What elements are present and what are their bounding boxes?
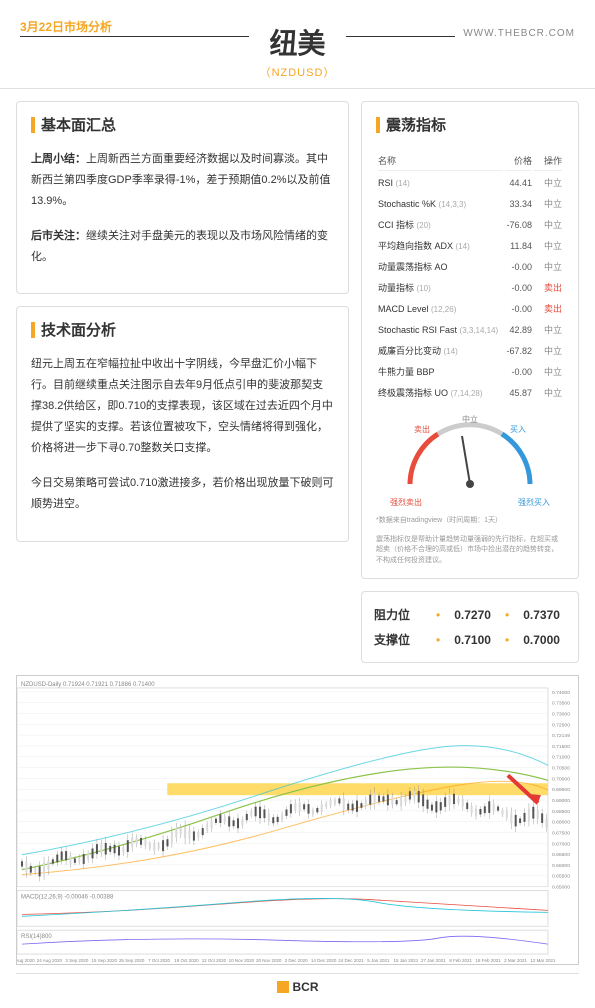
symbol-subtitle: （NZDUSD） (20, 64, 575, 80)
technical-p2: 今日交易策略可尝试0.710激进接多，若价格出现放量下破则可顺势进空。 (31, 473, 334, 515)
svg-text:5 Jan 2021: 5 Jan 2021 (367, 958, 390, 963)
col-price: 价格 (505, 151, 532, 171)
svg-text:24 Dec 2021: 24 Dec 2021 (338, 958, 364, 963)
oscillator-card: 震荡指标 名称 价格 操作 RSI (14)44.41中立 Stochastic … (361, 101, 579, 579)
svg-text:25 Sep 2020: 25 Sep 2020 (119, 958, 145, 963)
svg-text:0.72149: 0.72149 (552, 733, 570, 739)
page-title: 纽美 (20, 22, 575, 62)
technical-title: 技术面分析 (41, 319, 116, 340)
footer-logo: BCR (277, 980, 319, 994)
disclaimer-text: 震荡指标仅是帮助计量趋势动量强弱的先行指标，在超买或超卖（价格不合理的高或低）市… (376, 535, 564, 567)
resistance-row: 阻力位 •0.7270 •0.7370 (374, 602, 566, 627)
svg-text:12 Oct 2020: 12 Oct 2020 (202, 958, 227, 963)
table-row: RSI (14)44.41中立 (378, 173, 562, 192)
svg-text:0.71000: 0.71000 (552, 755, 570, 761)
svg-text:0.67000: 0.67000 (552, 841, 570, 847)
svg-text:24 Aug 2020: 24 Aug 2020 (37, 958, 63, 963)
levels-card: 阻力位 •0.7270 •0.7370 支撑位 •0.7100 •0.7000 (361, 591, 579, 663)
svg-text:14 Dec 2020: 14 Dec 2020 (311, 958, 337, 963)
table-row: Stochastic %K (14,3,3)33.34中立 (378, 194, 562, 213)
svg-text:卖出: 卖出 (414, 424, 430, 434)
svg-text:0.65000: 0.65000 (552, 885, 570, 891)
gauge-strong-buy: 强烈买入 (518, 497, 550, 508)
price-chart: NZDUSD-Daily 0.71924 0.71921 0.71886 0.7… (16, 675, 579, 965)
svg-text:0.67500: 0.67500 (552, 830, 570, 836)
svg-text:15 Sep 2020: 15 Sep 2020 (92, 958, 118, 963)
table-row: 动量震荡指标 AO -0.00中立 (378, 257, 562, 276)
svg-text:10 Nov 2020: 10 Nov 2020 (229, 958, 255, 963)
table-row: Stochastic RSI Fast (3,3,14,14)42.89中立 (378, 320, 562, 339)
accent-bar (376, 117, 380, 133)
technical-card: 技术面分析 纽元上周五在窄幅拉扯中收出十字阴线，今早盘汇价小幅下行。目前继续重点… (16, 306, 349, 541)
table-row: 终极震荡指标 UO (7,14,28)45.87中立 (378, 383, 562, 402)
support-row: 支撑位 •0.7100 •0.7000 (374, 627, 566, 652)
svg-text:19 Oct 2020: 19 Oct 2020 (174, 958, 199, 963)
technical-p1: 纽元上周五在窄幅拉扯中收出十字阴线，今早盘汇价小幅下行。目前继续重点关注图示自去… (31, 354, 334, 458)
svg-text:20 Nov 2020: 20 Nov 2020 (256, 958, 282, 963)
svg-text:8 Feb 2021: 8 Feb 2021 (449, 958, 472, 963)
fundamental-title: 基本面汇总 (41, 114, 116, 135)
table-row: 牛熊力量 BBP -0.00中立 (378, 362, 562, 381)
svg-text:3 Sep 2020: 3 Sep 2020 (65, 958, 88, 963)
svg-text:0.66000: 0.66000 (552, 863, 570, 869)
svg-text:RSI(14)800: RSI(14)800 (21, 934, 52, 940)
svg-text:27 Jan 2021: 27 Jan 2021 (421, 958, 446, 963)
svg-text:0.73000: 0.73000 (552, 712, 570, 718)
svg-text:0.66500: 0.66500 (552, 852, 570, 858)
svg-text:0.74000: 0.74000 (552, 690, 570, 696)
table-row: CCI 指标 (20)-76.08中立 (378, 215, 562, 234)
table-row: MACD Level (12,26)-0.00卖出 (378, 299, 562, 318)
svg-text:0.69000: 0.69000 (552, 798, 570, 804)
svg-text:0.65500: 0.65500 (552, 874, 570, 880)
accent-bar (31, 322, 35, 338)
svg-text:0.70000: 0.70000 (552, 776, 570, 782)
oscillator-title: 震荡指标 (386, 114, 446, 135)
gauge: 中立 卖出 买入 强烈卖出 强烈买入 (376, 414, 564, 508)
fundamental-p1: 上周小结：上周新西兰方面重要经济数据以及时间寡淡。其中新西兰第四季度GDP季率录… (31, 149, 334, 212)
svg-text:MACD(12,26,9) -0.00046 -0.003: MACD(12,26,9) -0.00046 -0.00388 (21, 894, 114, 900)
svg-text:0.73500: 0.73500 (552, 701, 570, 707)
table-row: 平均趋向指数 ADX (14)11.84中立 (378, 236, 562, 255)
svg-text:0.69500: 0.69500 (552, 787, 570, 793)
svg-text:NZDUSD-Daily 0.71924 0.71921: NZDUSD-Daily 0.71924 0.71921 0.71886 0.7… (21, 682, 155, 688)
svg-text:买入: 买入 (510, 425, 526, 434)
svg-text:7 Oct 2020: 7 Oct 2020 (148, 958, 170, 963)
svg-text:中立: 中立 (462, 414, 478, 424)
svg-text:0.70500: 0.70500 (552, 766, 570, 772)
svg-text:12 Aug 2020: 12 Aug 2020 (17, 958, 35, 963)
svg-text:12 Mar 2021: 12 Mar 2021 (530, 958, 556, 963)
svg-text:0.68500: 0.68500 (552, 809, 570, 815)
table-row: 动量指标 (10)-0.00卖出 (378, 278, 562, 297)
col-name: 名称 (378, 151, 503, 171)
svg-text:2 Mar 2021: 2 Mar 2021 (504, 958, 527, 963)
svg-text:0.72500: 0.72500 (552, 722, 570, 728)
svg-text:18 Feb 2021: 18 Feb 2021 (475, 958, 501, 963)
accent-bar (31, 117, 35, 133)
col-action: 操作 (534, 151, 562, 171)
svg-text:0.71500: 0.71500 (552, 744, 570, 750)
gauge-strong-sell: 强烈卖出 (390, 497, 422, 508)
svg-text:15 Jan 2021: 15 Jan 2021 (393, 958, 418, 963)
fundamental-card: 基本面汇总 上周小结：上周新西兰方面重要经济数据以及时间寡淡。其中新西兰第四季度… (16, 101, 349, 294)
svg-text:0.68000: 0.68000 (552, 820, 570, 826)
fundamental-p2: 后市关注：继续关注对手盘美元的表现以及市场风险情绪的变化。 (31, 226, 334, 268)
table-row: 威廉百分比变动 (14)-67.82中立 (378, 341, 562, 360)
data-source: *数据来自tradingview（时间周期：1天） (376, 516, 564, 527)
svg-text:2 Dec 2020: 2 Dec 2020 (285, 958, 308, 963)
oscillator-table: 名称 价格 操作 RSI (14)44.41中立 Stochastic %K (1… (376, 149, 564, 404)
